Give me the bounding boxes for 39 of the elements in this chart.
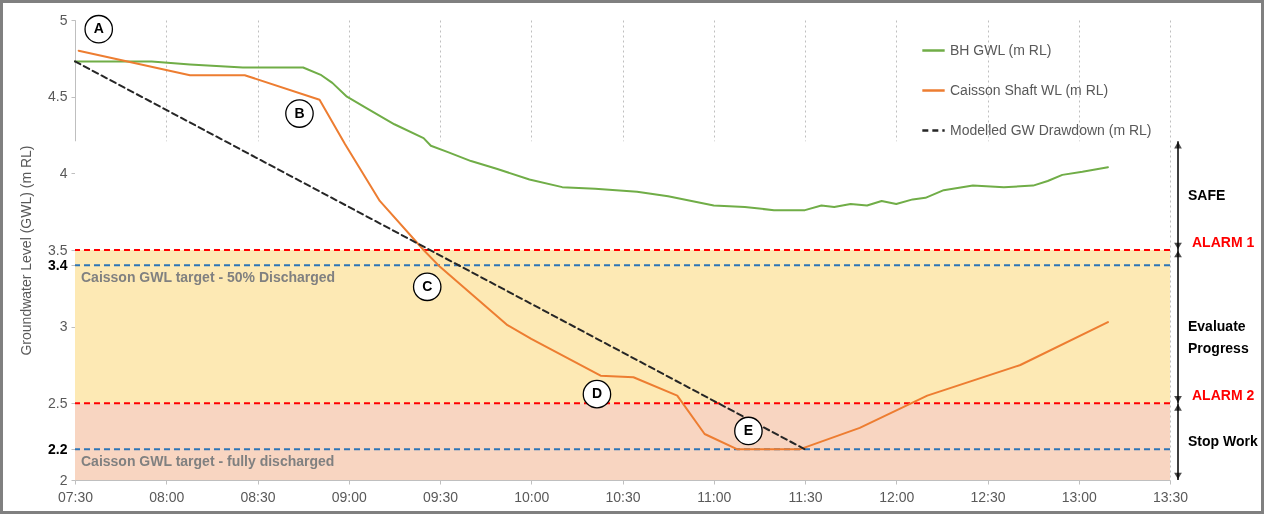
x-tick-label: 08:30 [240, 488, 276, 505]
x-tick-label: 09:00 [331, 488, 367, 505]
x-tick-label: 13:00 [1061, 488, 1097, 505]
band-label: Stop Work [1188, 432, 1258, 449]
y-tick-label: 4.5 [48, 88, 68, 105]
x-tick-label: 07:30 [57, 488, 94, 505]
band-label: SAFE [1188, 186, 1226, 203]
ref-line-label: ALARM 1 [1192, 234, 1255, 250]
band-label: Evaluate Progress [1188, 317, 1249, 356]
ref-line-label: Caisson GWL target - fully discharged [81, 453, 335, 470]
x-tick-label: 10:30 [605, 488, 641, 505]
ref-line-label: Caisson GWL target - 50% Discharged [81, 269, 336, 286]
x-tick-label: 11:00 [697, 488, 732, 505]
x-tick-label: 13:30 [1152, 488, 1189, 505]
y-tick-label: 4 [59, 164, 68, 181]
y-tick-label: 2 [59, 471, 68, 488]
legend-label: BH GWL (m RL) [950, 41, 1052, 58]
y-axis-title: Groundwater Level (GWL) (m RL) [18, 145, 35, 356]
x-tick-label: 08:00 [149, 488, 185, 505]
legend-label: Caisson Shaft WL (m RL) [950, 81, 1109, 98]
ref-line-label: ALARM 2 [1192, 387, 1255, 404]
line-series [74, 60, 1109, 212]
legend-label: Modelled GW Drawdown (m RL) [950, 121, 1152, 138]
annotation: D [591, 385, 603, 402]
annotation: C [422, 277, 433, 294]
y-tick-label: 3.5 [48, 241, 68, 258]
y-tick-label: 5 [59, 11, 68, 28]
y-tick-label: 3 [59, 318, 68, 335]
annotation: B [294, 104, 305, 121]
x-tick-label: 12:00 [879, 488, 915, 505]
x-tick-label: 10:00 [514, 488, 550, 505]
annotation: A [93, 20, 104, 37]
x-tick-label: 11:30 [788, 488, 823, 505]
annotation: E [743, 421, 754, 438]
y-tick-label: 3.4 [48, 256, 68, 273]
y-tick-label: 2.2 [48, 440, 68, 457]
y-tick-label: 2.5 [48, 394, 68, 411]
x-tick-label: 12:30 [970, 488, 1006, 505]
x-tick-label: 09:30 [422, 488, 459, 505]
